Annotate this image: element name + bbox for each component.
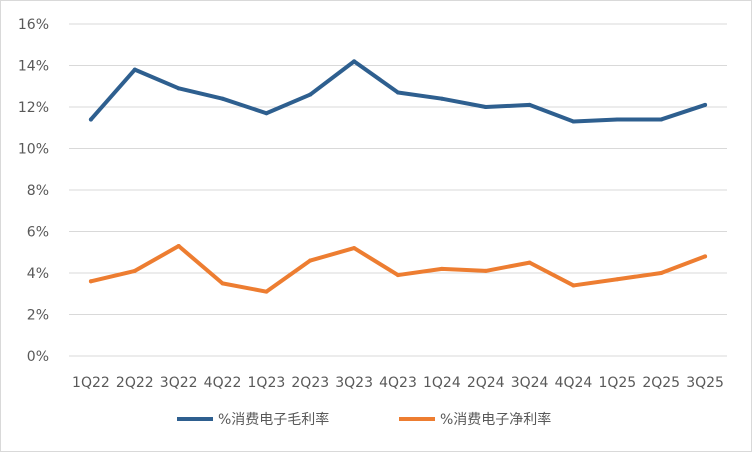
data-point (176, 86, 181, 91)
x-tick-label: 1Q25 (598, 375, 636, 391)
x-tick-label: 1Q24 (423, 375, 461, 391)
x-tick-label: 3Q25 (686, 375, 724, 391)
x-tick-label: 1Q23 (248, 375, 286, 391)
x-axis: 1Q22 2Q22 3Q22 4Q22 1Q23 2Q23 3Q23 4Q23 1Q24 2Q24… (72, 375, 724, 391)
data-point (88, 279, 93, 284)
legend-label: %消费电子毛利率 (218, 411, 329, 428)
x-tick-label: 2Q22 (116, 375, 154, 391)
data-point (527, 260, 532, 265)
data-point (483, 268, 488, 273)
x-tick-label: 4Q24 (555, 375, 593, 391)
y-tick-label: 12% (18, 100, 49, 116)
x-tick-label: 2Q23 (291, 375, 329, 391)
y-tick-label: 16% (18, 17, 49, 33)
legend-label: %消费电子净利率 (440, 411, 551, 428)
data-point (132, 268, 137, 273)
x-tick-label: 3Q23 (335, 375, 373, 391)
data-point (220, 96, 225, 101)
data-point (220, 281, 225, 286)
data-point (88, 117, 93, 122)
x-tick-label: 4Q22 (204, 375, 242, 391)
data-point (352, 59, 357, 64)
y-tick-label: 14% (18, 59, 49, 75)
data-point (264, 289, 269, 294)
y-tick-label: 2% (27, 308, 49, 324)
y-tick-label: 8% (27, 183, 49, 199)
x-tick-label: 3Q22 (160, 375, 198, 391)
data-point (308, 258, 313, 263)
x-tick-label: 2Q25 (642, 375, 680, 391)
y-tick-label: 10% (18, 142, 49, 158)
data-point (264, 111, 269, 116)
data-point (439, 266, 444, 271)
y-axis: 0% 2% 4% 6% 8% 10% 12% 14% 16% (18, 17, 49, 365)
y-tick-label: 4% (27, 266, 49, 282)
y-tick-label: 0% (27, 349, 49, 365)
x-tick-label: 4Q23 (379, 375, 417, 391)
data-point (703, 254, 708, 259)
x-tick-label: 1Q22 (72, 375, 110, 391)
x-tick-label: 3Q24 (511, 375, 549, 391)
data-point (615, 277, 620, 282)
data-point (396, 90, 400, 95)
data-point (571, 119, 576, 124)
x-tick-label: 2Q24 (467, 375, 505, 391)
data-point (308, 92, 313, 97)
y-tick-label: 6% (27, 225, 49, 241)
gridlines (69, 23, 727, 357)
series-lines (88, 59, 708, 294)
data-point (439, 96, 444, 101)
data-point (615, 117, 620, 122)
data-point (176, 244, 181, 249)
data-point (396, 273, 400, 278)
data-point (659, 271, 664, 275)
data-point (703, 102, 708, 107)
legend: %消费电子毛利率 %消费电子净利率 (177, 411, 551, 428)
series-line-2 (88, 244, 708, 294)
data-point (352, 246, 357, 251)
data-point (132, 67, 137, 72)
data-point (527, 102, 532, 107)
data-point (571, 283, 576, 288)
data-point (659, 117, 664, 122)
data-point (483, 105, 488, 109)
